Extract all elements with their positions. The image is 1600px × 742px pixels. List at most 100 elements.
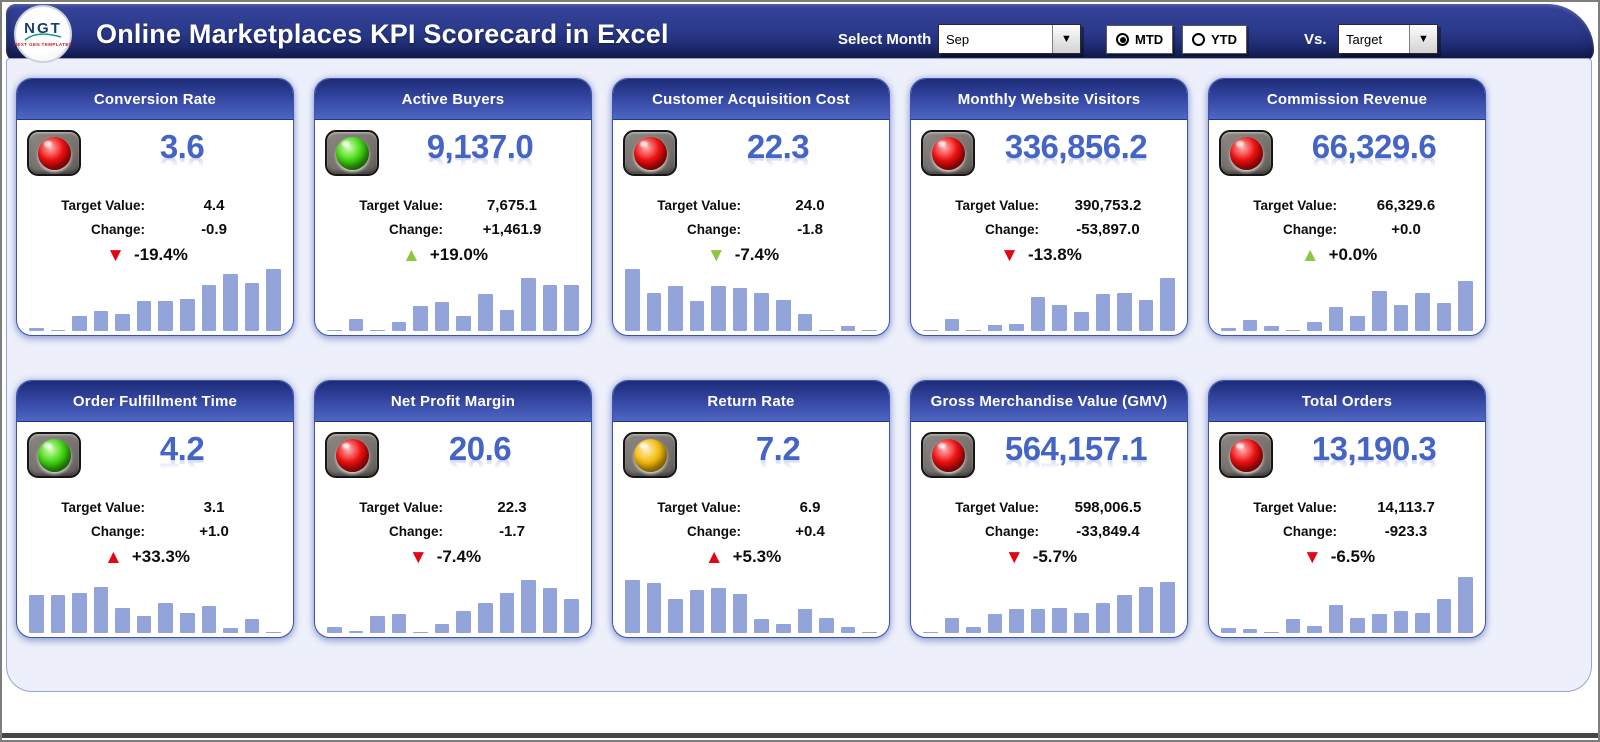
ytd-radio-circle[interactable] xyxy=(1192,33,1205,46)
spark-bar xyxy=(434,302,450,331)
kpi-card-body: 20.6 Target Value: 22.3 Change: -1.7 ▼ -… xyxy=(315,422,591,637)
spark-bar xyxy=(797,609,813,633)
vs-dropdown[interactable]: Target ▼ xyxy=(1338,24,1438,54)
kpi-value: 564,157.1 xyxy=(1004,430,1148,467)
kpi-value: 66,329.6 xyxy=(1311,128,1437,165)
kpi-value: 22.3 xyxy=(746,128,810,165)
kpi-card-body: 66,329.6 Target Value: 66,329.6 Change: … xyxy=(1209,120,1485,335)
target-value: 24.0 xyxy=(795,197,825,214)
percent-row: ▼ -7.4% xyxy=(317,547,573,567)
spark-bar xyxy=(689,301,705,331)
sparkline-chart xyxy=(327,571,579,637)
kpi-value: 336,856.2 xyxy=(1004,128,1148,165)
spark-bar xyxy=(754,292,770,331)
kpi-value-wrap: 7.2 xyxy=(677,430,879,465)
kpi-top-row: 22.3 xyxy=(623,128,879,190)
spark-bar xyxy=(646,292,662,331)
trend-arrow-icon: ▼ xyxy=(106,244,125,266)
spark-bar xyxy=(413,631,428,633)
change-row: Change: -33,849.4 xyxy=(921,523,1177,540)
change-value: -53,897.0 xyxy=(1076,221,1140,238)
kpi-value-wrap: 66,329.6 xyxy=(1273,128,1475,163)
traffic-light-bulb xyxy=(633,136,667,170)
change-percent: +0.0% xyxy=(1328,245,1378,264)
change-percent: -13.8% xyxy=(1027,245,1082,264)
spark-bar xyxy=(923,329,938,331)
spark-bar xyxy=(668,598,683,633)
spark-bar xyxy=(499,592,515,633)
ytd-radio[interactable]: YTD xyxy=(1182,25,1247,54)
target-row: Target Value: 3.1 xyxy=(27,499,283,516)
spark-bar xyxy=(1117,594,1132,633)
kpi-card-body: 336,856.2 Target Value: 390,753.2 Change… xyxy=(911,120,1187,335)
spark-bar xyxy=(1307,625,1322,633)
change-row: Change: +0.4 xyxy=(623,523,879,540)
kpi-top-row: 7.2 xyxy=(623,430,879,492)
percent-row: ▲ +0.0% xyxy=(1211,245,1467,265)
spark-bar xyxy=(93,586,109,633)
kpi-top-row: 4.2 xyxy=(27,430,283,492)
spark-bar xyxy=(370,329,385,331)
trend-arrow-icon: ▲ xyxy=(704,546,724,568)
target-value: 598,006.5 xyxy=(1074,499,1142,516)
change-label: Change: xyxy=(91,222,145,237)
mtd-radio-label: MTD xyxy=(1135,32,1164,47)
spark-bar xyxy=(542,588,558,633)
kpi-card-body: 4.2 Target Value: 3.1 Change: +1.0 ▲ +33… xyxy=(17,422,293,637)
spark-bar xyxy=(542,284,558,331)
spark-bar xyxy=(1307,322,1322,331)
spark-bar xyxy=(1009,323,1024,331)
kpi-top-row: 9,137.0 xyxy=(325,128,581,190)
logo-subtext: NEXT GEN TEMPLATES xyxy=(13,42,73,47)
traffic-light-icon xyxy=(921,432,975,478)
traffic-light-bulb xyxy=(335,438,369,472)
spark-bar xyxy=(1030,609,1046,633)
target-value: 66,329.6 xyxy=(1376,197,1436,214)
target-value-label: Target Value: xyxy=(359,198,443,213)
target-value-label: Target Value: xyxy=(61,500,145,515)
kpi-card-title: Commission Revenue xyxy=(1266,90,1428,108)
month-dropdown[interactable]: Sep ▼ xyxy=(938,24,1081,54)
target-value: 7,675.1 xyxy=(486,197,538,214)
spark-bar xyxy=(223,628,238,633)
spark-bar xyxy=(1393,611,1409,633)
change-row: Change: +1,461.9 xyxy=(325,221,581,238)
cards-grid: Conversion Rate 3.6 Target Value: 4.4 Ch… xyxy=(16,78,1486,638)
percent-row: ▲ +19.0% xyxy=(317,245,573,265)
dropdown-arrow-icon[interactable]: ▼ xyxy=(1409,25,1437,53)
kpi-card-body: 9,137.0 Target Value: 7,675.1 Change: +1… xyxy=(315,120,591,335)
spark-bar xyxy=(840,626,856,633)
kpi-card: Active Buyers 9,137.0 Target Value: 7,67… xyxy=(314,78,592,336)
dropdown-arrow-icon[interactable]: ▼ xyxy=(1052,25,1080,53)
spark-bar xyxy=(1415,292,1430,331)
spark-bar xyxy=(987,325,1003,331)
target-value-label: Target Value: xyxy=(1253,198,1337,213)
spark-bar xyxy=(711,587,726,633)
target-value: 390,753.2 xyxy=(1074,197,1142,214)
spark-bar xyxy=(1436,598,1452,633)
kpi-value: 3.6 xyxy=(159,128,205,165)
spark-bar xyxy=(1074,312,1089,331)
spark-bar xyxy=(1030,296,1046,331)
kpi-card: Total Orders 13,190.3 Target Value: 14,1… xyxy=(1208,380,1486,638)
spark-bar xyxy=(1285,619,1301,633)
change-value: +1,461.9 xyxy=(482,221,542,238)
change-percent: -7.4% xyxy=(734,245,780,264)
percent-row: ▼ -6.5% xyxy=(1211,547,1467,567)
spark-bar xyxy=(1350,315,1366,331)
spark-bar xyxy=(499,309,515,331)
trend-arrow-icon: ▲ xyxy=(1300,244,1320,266)
spark-bar xyxy=(50,329,66,331)
sparkline-chart xyxy=(625,571,877,637)
change-label: Change: xyxy=(389,222,443,237)
mtd-radio[interactable]: MTD xyxy=(1106,25,1174,54)
kpi-value: 7.2 xyxy=(755,430,801,467)
spark-bar xyxy=(1095,603,1111,633)
mtd-radio-circle[interactable] xyxy=(1116,33,1129,46)
kpi-value: 4.2 xyxy=(159,430,205,467)
sparkline-chart xyxy=(327,269,579,335)
spark-bar xyxy=(1242,628,1258,633)
traffic-light-icon xyxy=(325,130,379,176)
spark-bar xyxy=(776,300,791,331)
target-value-label: Target Value: xyxy=(359,500,443,515)
